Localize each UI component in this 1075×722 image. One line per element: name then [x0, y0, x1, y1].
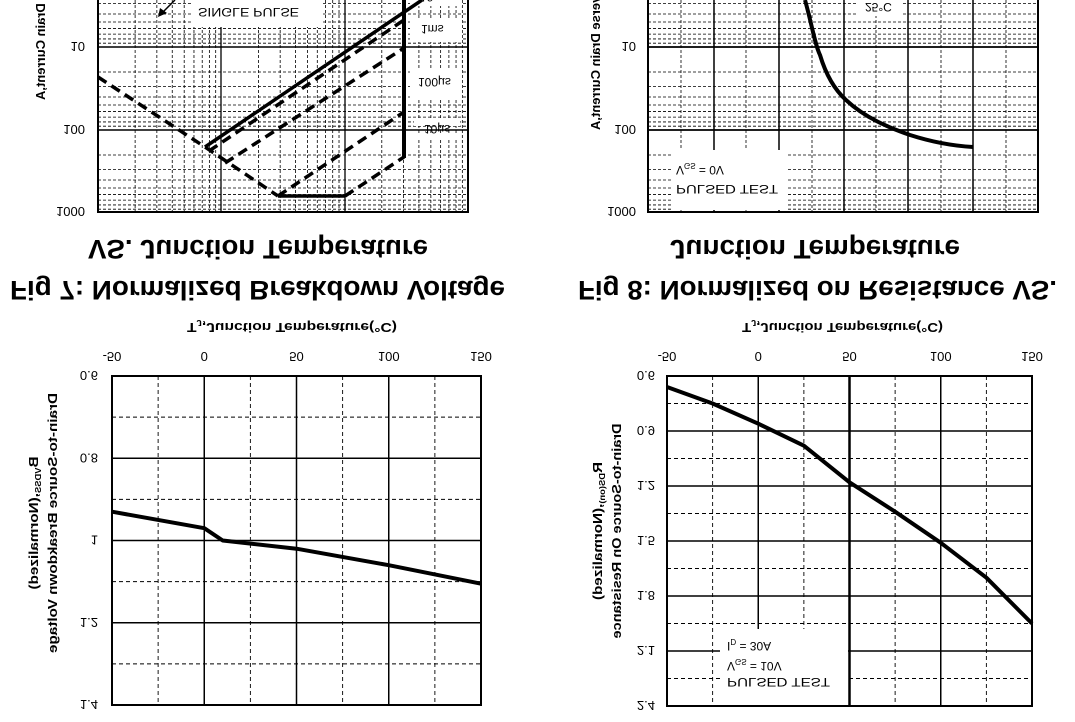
y-tick-label: 0.6	[637, 368, 655, 383]
label-box	[858, 0, 903, 16]
label-box	[410, 18, 462, 42]
soa-y-axis-label: Drain Current,A	[33, 3, 48, 100]
soa-series-10us	[344, 155, 405, 198]
series-line	[111, 509, 482, 586]
plot-border	[666, 375, 1033, 707]
fig8-y-axis-label-line2: Drain-to-Source On Resistance	[609, 424, 624, 639]
x-tick-label: -50	[103, 349, 122, 364]
fig8-id-condition: ID = 30A	[727, 637, 771, 653]
y-tick-label: 1.4	[80, 697, 98, 712]
y-tick-label: 0.8	[80, 450, 98, 465]
fig8-pulsed-test: PULSED TEST	[727, 675, 831, 689]
fig7-x-axis-label: T J,Junction Temperature(°C)	[187, 318, 397, 335]
y-tick-label: 1.2	[637, 478, 655, 493]
reverse-pulsed-test: PULSED TEST	[676, 182, 779, 196]
fig8-vgs-condition: VGS = 10V	[727, 657, 782, 673]
soa-limit-line	[204, 0, 423, 149]
fig8-chart: -50 0 50 100 150 0.6 0.9 1.2 1.5 1.8 2.1 2.4	[637, 349, 1043, 713]
x-tick-label: 50	[289, 349, 303, 364]
soa-rds-limit	[97, 75, 279, 198]
y-tick-label: 100	[614, 122, 636, 137]
y-tick-label: 0.9	[637, 423, 655, 438]
reverse-vgs-condition: VGS = 0V	[676, 161, 724, 177]
y-tick-label: 1000	[56, 204, 85, 219]
reverse-y-axis-label: Reverse Drain Current,A	[588, 0, 603, 131]
arrow-head-icon	[158, 8, 167, 17]
x-tick-label: 50	[842, 349, 856, 364]
fig7-chart: -50 0 50 100 150 0.6 0.8 1 1.2 1.4	[80, 349, 492, 712]
x-tick-label: -50	[658, 349, 677, 364]
fig7-title-line1: Fig 7: Normalized Breakdown Voltage	[10, 275, 505, 305]
y-tick-label: 1	[91, 533, 98, 548]
x-tick-label: 100	[378, 349, 400, 364]
x-tick-label: 150	[1021, 349, 1043, 364]
label-box	[410, 0, 462, 6]
y-tick-label: 2.4	[637, 698, 655, 713]
soa-series-label-10ms: 10ms	[420, 0, 449, 4]
y-tick-label: 100	[63, 122, 85, 137]
soa-single-pulse-note: SINGLE PULSE	[198, 5, 299, 19]
soa-series-label-1ms: 1ms	[421, 22, 444, 36]
fig8-title-line2: Junction Temperature	[670, 234, 960, 264]
x-tick-label: 0	[755, 349, 762, 364]
fig8-y-axis-label-line1: RDS(on),(Normalized)	[590, 462, 607, 600]
y-tick-label: 1000	[607, 204, 636, 219]
single-pulse-box	[193, 0, 323, 27]
fig7-title-line2: VS. Junction Temperature	[88, 234, 428, 264]
reverse-current-curve	[803, 0, 974, 149]
fig8-title-line1: Fig 8: Normalized on Resistance VS.	[578, 275, 1057, 305]
reverse-curve-label-25c: 25°C	[865, 0, 892, 14]
soa-series-label-10us: 10µs	[424, 122, 450, 136]
soa-series-10ms	[208, 18, 405, 153]
y-tick-label: 10	[622, 39, 636, 54]
y-tick-label: 0.6	[80, 368, 98, 383]
y-tick-label: 1.2	[80, 615, 98, 630]
y-tick-label: 10	[71, 39, 85, 54]
x-tick-label: 150	[470, 349, 492, 364]
safe-operating-area-chart: 10 100 1000	[56, 0, 469, 219]
y-tick-label: 1.5	[637, 533, 655, 548]
x-tick-label: 0	[201, 349, 208, 364]
x-tick-label: 100	[930, 349, 952, 364]
soa-series-label-100us: 100µs	[418, 75, 451, 89]
static-text-layer: Fig 7: Normalized Breakdown Voltage VS. …	[10, 0, 1057, 689]
label-box	[410, 68, 462, 98]
conditions-box	[671, 150, 786, 210]
soa-series-100us	[277, 110, 405, 198]
soa-series-1ms	[224, 46, 405, 165]
fig7-y-axis-label-line2: Drain-to-Source Breakdown Voltage	[45, 393, 60, 653]
fig7-y-axis-label-line1: BVDSS,(Normalized)	[26, 457, 43, 590]
plot-border	[111, 375, 482, 706]
reverse-drain-current-chart: 10 100 1000	[607, 0, 1039, 219]
fig8-x-axis-label: TJ,Junction Temperature(°C)	[742, 318, 943, 335]
y-tick-label: 2.1	[637, 643, 655, 658]
label-box	[414, 133, 460, 139]
y-tick-label: 1.8	[637, 588, 655, 603]
label-box	[414, 120, 460, 126]
conditions-box	[720, 629, 848, 705]
